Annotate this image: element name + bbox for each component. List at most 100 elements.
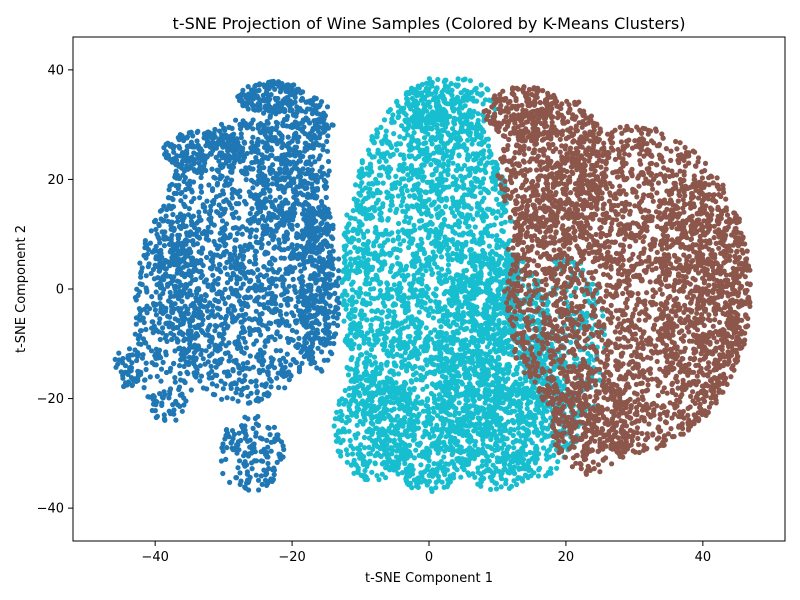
data-point <box>218 165 224 171</box>
data-point <box>357 311 363 318</box>
data-point <box>304 229 310 235</box>
data-point <box>271 365 278 371</box>
data-point <box>178 214 184 220</box>
data-point <box>309 185 315 191</box>
data-point <box>234 280 240 287</box>
data-point <box>215 275 222 282</box>
data-point <box>133 297 139 303</box>
data-point <box>236 293 242 299</box>
data-point <box>138 341 144 347</box>
data-point <box>251 261 257 267</box>
data-point <box>153 263 160 269</box>
data-point <box>407 193 413 199</box>
data-point <box>153 402 159 408</box>
data-point <box>292 359 298 365</box>
data-point <box>277 89 283 95</box>
data-point <box>112 356 118 362</box>
data-point <box>222 265 228 271</box>
data-point <box>259 199 265 205</box>
data-point <box>335 322 341 329</box>
data-point <box>241 377 247 383</box>
data-point <box>264 454 270 460</box>
data-point <box>296 369 302 375</box>
data-point <box>282 385 288 391</box>
data-point <box>332 290 338 296</box>
data-point <box>198 217 204 223</box>
data-point <box>252 327 258 333</box>
data-point <box>230 435 236 442</box>
data-point <box>198 328 205 334</box>
data-point <box>277 166 283 172</box>
data-point <box>316 205 322 211</box>
data-point <box>282 364 288 370</box>
data-point <box>228 285 234 291</box>
data-point <box>153 327 159 333</box>
data-point <box>261 110 267 116</box>
data-point <box>420 287 426 293</box>
data-point <box>392 246 398 252</box>
data-point <box>413 330 419 336</box>
data-point <box>411 222 417 228</box>
data-point <box>237 470 243 476</box>
data-point <box>242 423 248 429</box>
data-point <box>392 185 399 191</box>
data-point <box>191 195 197 202</box>
data-point <box>196 306 202 312</box>
data-point <box>355 255 362 261</box>
data-point <box>262 205 268 211</box>
data-point <box>254 390 260 396</box>
data-point <box>486 243 492 249</box>
data-point <box>141 319 147 326</box>
data-point <box>215 312 221 318</box>
data-point <box>196 209 202 215</box>
data-point <box>307 100 313 106</box>
data-point <box>153 254 159 260</box>
data-point <box>214 180 221 186</box>
data-point <box>304 160 310 166</box>
data-point <box>309 175 315 181</box>
data-point <box>239 307 245 313</box>
data-point <box>253 472 259 478</box>
data-point <box>236 298 243 304</box>
data-point <box>430 270 436 276</box>
data-point <box>220 188 226 194</box>
data-point <box>307 220 313 226</box>
data-point <box>485 190 492 196</box>
data-point <box>151 394 157 400</box>
data-point <box>421 141 427 147</box>
data-point <box>444 241 450 247</box>
data-point <box>250 425 256 431</box>
data-point <box>253 239 259 245</box>
data-point <box>287 148 293 154</box>
data-point <box>236 458 243 464</box>
data-point <box>193 374 199 380</box>
data-point <box>294 329 300 335</box>
data-point <box>483 169 489 176</box>
data-point <box>256 168 262 174</box>
data-point <box>279 292 285 298</box>
data-point <box>201 279 207 285</box>
data-point <box>301 289 307 295</box>
data-point <box>301 296 307 302</box>
data-point <box>291 112 297 118</box>
data-point <box>433 206 439 212</box>
data-point <box>276 223 282 229</box>
data-point <box>258 473 264 479</box>
data-point <box>167 314 173 320</box>
data-point <box>249 160 255 166</box>
data-point <box>320 111 326 117</box>
data-point <box>304 242 310 248</box>
data-point <box>240 281 246 287</box>
data-point <box>228 382 234 388</box>
data-point <box>235 146 241 152</box>
data-point <box>237 269 244 275</box>
data-point <box>289 327 295 333</box>
data-point <box>225 141 231 147</box>
data-point <box>389 119 395 125</box>
data-point <box>169 232 175 238</box>
data-point <box>461 185 467 191</box>
data-point <box>389 263 395 269</box>
data-point <box>247 353 253 359</box>
data-point <box>291 179 297 186</box>
data-point <box>187 320 193 326</box>
